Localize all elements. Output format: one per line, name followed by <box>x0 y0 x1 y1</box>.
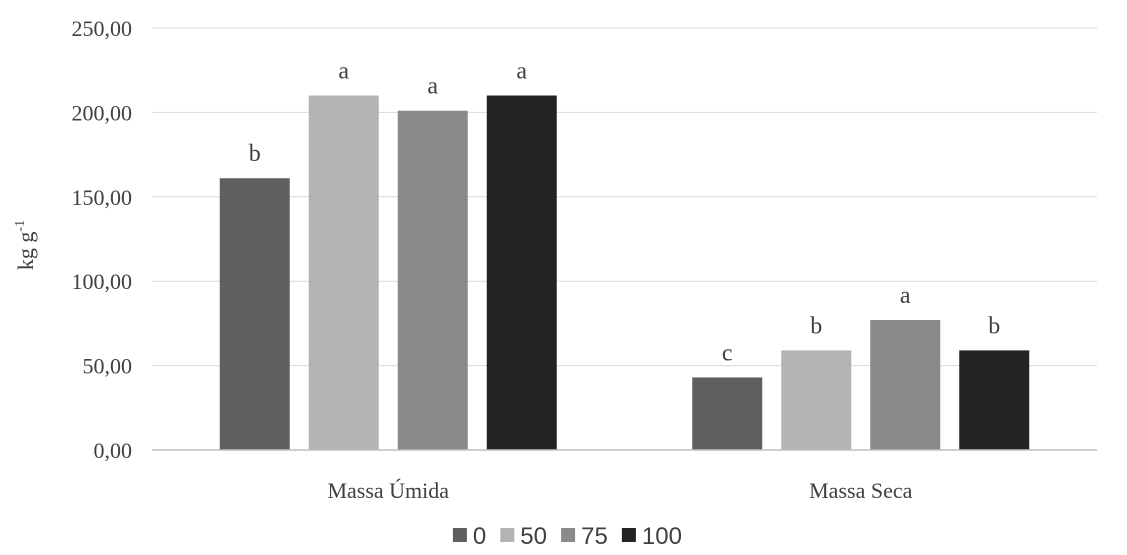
legend-label: 50 <box>520 523 547 550</box>
gridlines <box>152 27 1097 367</box>
legend-item: 75 <box>561 523 608 550</box>
y-tick-label: 250,00 <box>72 16 133 41</box>
legend: 0 50 75 100 <box>452 523 682 550</box>
legend-item: 100 <box>621 523 682 550</box>
bar-data-label: b <box>249 141 261 167</box>
bar-data-labels: b a a a c b a b <box>249 59 1001 367</box>
legend-item: 50 <box>500 523 547 550</box>
bar-data-label: a <box>427 74 438 100</box>
legend-swatch <box>561 528 576 542</box>
legend-swatch <box>452 528 467 542</box>
bar <box>781 350 852 450</box>
bar <box>397 110 468 450</box>
bar-data-label: a <box>900 283 911 309</box>
bar-data-label: b <box>988 313 1000 339</box>
bars <box>219 95 1030 451</box>
bar <box>486 95 557 451</box>
bar-data-label: b <box>810 313 822 339</box>
y-axis-tick-labels: 0,00 50,00 100,00 150,00 200,00 250,00 <box>72 16 133 463</box>
y-tick-label: 200,00 <box>72 100 133 125</box>
legend-swatch <box>500 528 515 542</box>
x-axis-category-labels: Massa Úmida Massa Seca <box>327 478 912 503</box>
y-axis-title: kg g-1 <box>13 220 38 270</box>
legend-item: 0 <box>452 523 486 550</box>
bar <box>870 320 941 450</box>
bar-data-label: a <box>516 59 527 85</box>
y-tick-label: 100,00 <box>72 269 133 294</box>
bar <box>692 377 763 450</box>
bar <box>219 178 290 450</box>
bar <box>308 95 379 451</box>
bar-data-label: a <box>338 59 349 85</box>
legend-label: 100 <box>642 523 682 550</box>
bar-data-label: c <box>722 340 733 366</box>
y-tick-label: 0,00 <box>94 438 133 463</box>
x-category-label: Massa Seca <box>809 478 912 503</box>
legend-swatch <box>621 528 636 542</box>
legend-label: 75 <box>581 523 608 550</box>
y-tick-label: 50,00 <box>83 354 133 379</box>
bar <box>959 350 1030 450</box>
y-tick-label: 150,00 <box>72 185 133 210</box>
legend-label: 0 <box>473 523 486 550</box>
x-category-label: Massa Úmida <box>327 478 449 503</box>
